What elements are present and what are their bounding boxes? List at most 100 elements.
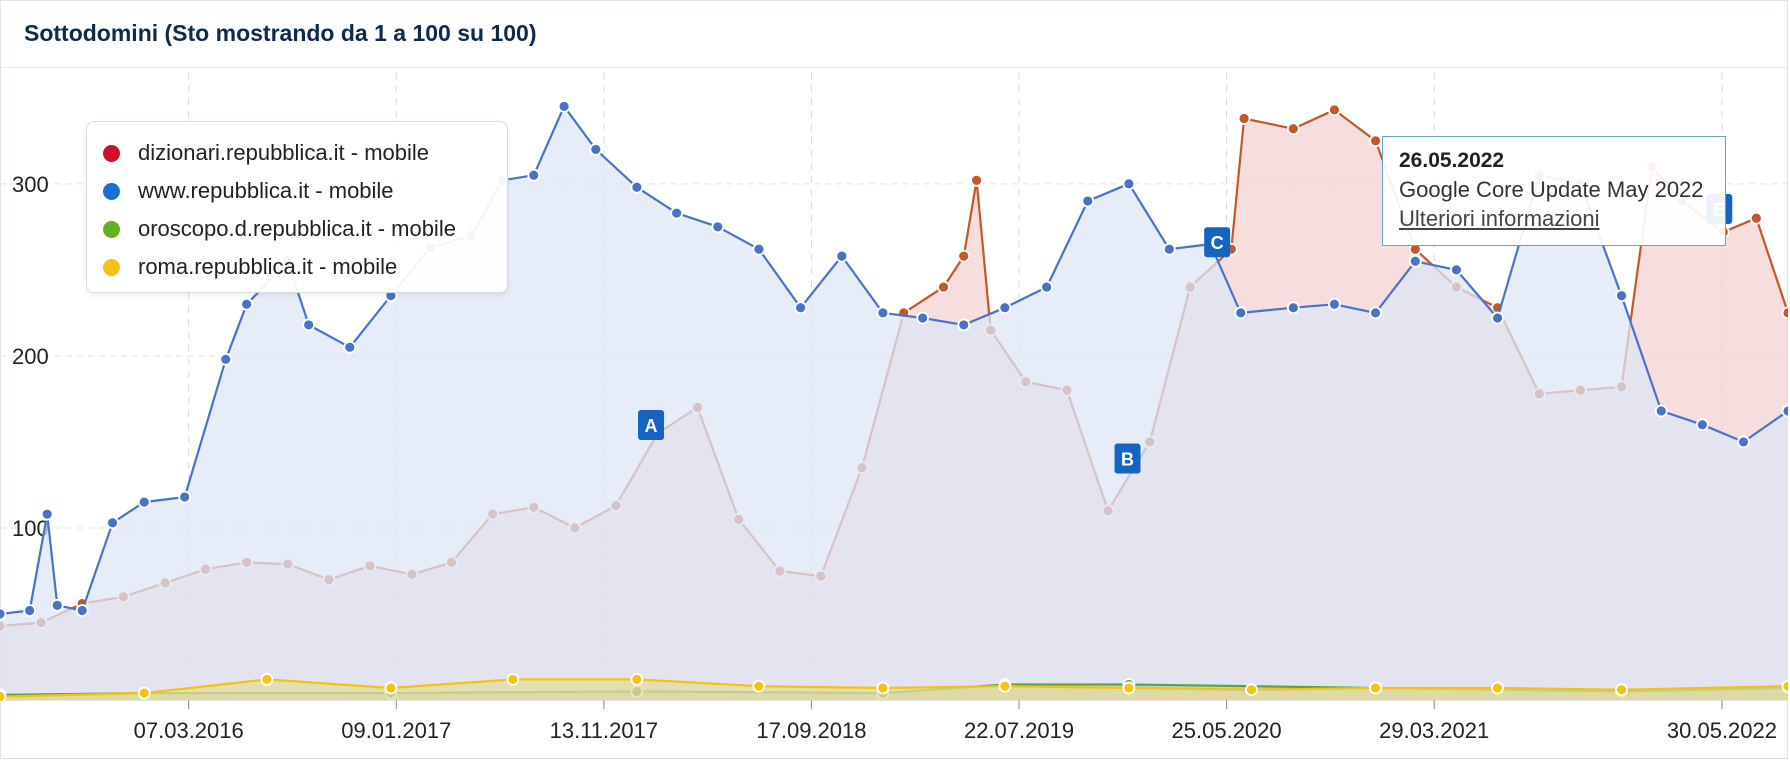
series-point	[1491, 681, 1504, 695]
series-point	[970, 173, 983, 187]
series-point	[1040, 280, 1054, 294]
legend-label: roma.repubblica.it - mobile	[138, 254, 398, 279]
chart-title: Sottodomini (Sto mostrando da 1 a 100 su…	[24, 20, 537, 46]
series-point	[589, 143, 603, 156]
series-point	[50, 598, 64, 612]
x-tick-label: 25.05.2020	[1172, 718, 1282, 743]
x-tick-label: 17.09.2018	[756, 718, 866, 743]
series-point	[106, 516, 119, 530]
series-point	[1328, 297, 1341, 311]
series-point	[876, 681, 890, 695]
series-point	[1369, 681, 1382, 695]
tooltip-date: 26.05.2022	[1399, 149, 1505, 172]
series-point	[178, 490, 192, 504]
series-point	[876, 306, 890, 320]
series-point	[835, 249, 849, 263]
annotation-flag-b: B	[1114, 443, 1141, 474]
series-point	[0, 607, 7, 621]
y-tick-label: 300	[12, 172, 49, 197]
series-point	[752, 242, 766, 256]
series-point	[1234, 306, 1248, 320]
annotation-box	[638, 409, 665, 440]
event-tooltip: 26.05.2022 Google Core Update May 2022 U…	[1382, 136, 1726, 246]
series-point	[506, 672, 520, 686]
series-point	[794, 301, 808, 315]
chart-legend: dizionari.repubblica.it - mobile www.rep…	[86, 121, 508, 293]
x-tick-label: 29.03.2021	[1379, 718, 1489, 743]
series-point	[1781, 679, 1788, 693]
card-header: Sottodomini (Sto mostrando da 1 a 100 su…	[0, 0, 1788, 68]
series-point	[557, 100, 571, 113]
y-tick-label: 200	[12, 344, 49, 369]
legend-dot-icon	[103, 258, 120, 276]
x-tick-label: 30.05.2022	[1667, 718, 1777, 743]
series-point	[1749, 211, 1763, 225]
series-point	[1237, 112, 1251, 125]
legend-dot-icon	[103, 220, 120, 238]
series-point	[1615, 683, 1628, 697]
annotation-label: A	[645, 416, 658, 436]
series-point	[1408, 254, 1422, 268]
series-point	[630, 672, 644, 686]
series-point	[343, 340, 357, 354]
series-point	[1654, 404, 1668, 418]
series-point	[23, 604, 37, 617]
more-info-link[interactable]: Ulteriori informazioni	[1399, 206, 1600, 231]
x-tick-label: 09.01.2017	[341, 718, 451, 743]
legend-item-www[interactable]: www.repubblica.it - mobile	[103, 172, 507, 210]
series-point	[1615, 289, 1628, 303]
series-point	[937, 280, 950, 294]
legend-label: www.repubblica.it - mobile	[138, 178, 394, 203]
x-tick-label: 22.07.2019	[964, 718, 1074, 743]
annotation-box	[1204, 227, 1231, 258]
series-point	[527, 168, 541, 182]
legend-dot-icon	[103, 182, 120, 200]
x-tick-label: 07.03.2016	[134, 718, 244, 743]
series-point	[1328, 103, 1341, 117]
series-point	[384, 681, 398, 695]
legend-item-dizionari[interactable]: dizionari.repubblica.it - mobile	[103, 134, 507, 172]
annotation-flag-c: C	[1204, 227, 1231, 258]
series-point	[1696, 418, 1709, 432]
series-point	[137, 495, 151, 509]
series-point	[998, 679, 1012, 693]
series-point	[916, 311, 930, 325]
series-point	[1450, 263, 1463, 277]
series-3	[0, 672, 1788, 703]
series-point	[1781, 404, 1788, 418]
x-tick-label: 13.11.2017	[550, 718, 658, 743]
tooltip-description: Google Core Update May 2022	[1399, 177, 1704, 202]
series-point	[957, 318, 971, 332]
legend-item-oroscopo[interactable]: oroscopo.d.repubblica.it - mobile	[103, 210, 507, 248]
series-point	[1122, 177, 1136, 191]
series-point	[1122, 681, 1136, 695]
annotation-box	[1114, 443, 1141, 474]
series-point	[40, 507, 54, 521]
series-point	[75, 604, 89, 617]
series-point	[1491, 311, 1504, 325]
legend-dot-icon	[103, 144, 120, 162]
legend-label: dizionari.repubblica.it - mobile	[138, 140, 430, 165]
series-point	[670, 206, 684, 220]
series-point	[752, 679, 766, 693]
series-point	[711, 220, 725, 234]
series-point	[1081, 194, 1095, 208]
series-point	[0, 690, 7, 703]
series-point	[1286, 301, 1300, 315]
series-point	[260, 672, 274, 686]
series-point	[1162, 242, 1176, 256]
annotation-label: B	[1121, 450, 1134, 470]
series-point	[957, 249, 971, 263]
series-point	[1245, 683, 1258, 697]
series-point	[137, 686, 151, 700]
series-point	[630, 180, 644, 194]
series-point	[1369, 134, 1382, 148]
series-point	[302, 318, 316, 332]
legend-item-roma[interactable]: roma.repubblica.it - mobile	[103, 248, 507, 286]
annotation-flag-a: A	[638, 409, 665, 440]
series-point	[219, 352, 233, 366]
series-point	[998, 301, 1012, 315]
annotation-label: C	[1211, 233, 1224, 253]
series-point	[1781, 306, 1788, 320]
series-point	[240, 297, 254, 311]
